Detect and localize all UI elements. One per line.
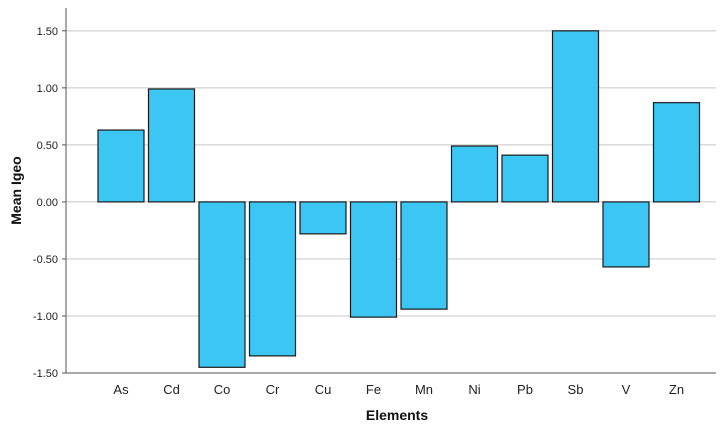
bar-zn (652, 102, 701, 203)
bar-cu (299, 201, 347, 235)
x-tick-label: Mn (415, 382, 433, 397)
bar-as (97, 129, 145, 203)
x-axis-title: Elements (366, 407, 428, 423)
x-tick-label: Zn (669, 382, 684, 397)
y-tick-label: 1.50 (37, 26, 58, 38)
bar-fe (349, 201, 398, 318)
bar-v (602, 201, 650, 268)
y-tick-labels: 1.50 1.00 0.50 0.00 -0.50 -1.00 -1.50 (33, 26, 66, 380)
y-tick-label: 1.00 (37, 83, 58, 95)
bar-ni (450, 145, 499, 203)
y-tick-label: -1.50 (33, 368, 58, 380)
y-tick-label: 0.50 (37, 140, 58, 152)
x-tick-label: As (113, 382, 129, 397)
bar-co (198, 201, 246, 368)
x-tick-label: Cr (266, 382, 280, 397)
x-tick-labels: As Cd Co Cr Cu Fe Mn Ni Pb Sb V Zn (113, 382, 684, 397)
x-tick-label: Pb (517, 382, 533, 397)
y-tick-label: -0.50 (33, 254, 58, 266)
bar-cd (147, 88, 196, 203)
x-tick-label: Sb (568, 382, 584, 397)
bar-cr (248, 201, 297, 357)
x-tick-label: Fe (366, 382, 381, 397)
bar-mn (400, 201, 448, 310)
x-tick-label: V (622, 382, 631, 397)
bar-pb (501, 154, 549, 203)
x-tick-label: Ni (468, 382, 480, 397)
x-tick-label: Cd (163, 382, 180, 397)
y-tick-label: -1.00 (33, 311, 58, 323)
bars (97, 30, 701, 368)
x-tick-label: Co (214, 382, 231, 397)
bar-sb (551, 30, 600, 203)
y-axis-title: Mean Igeo (8, 156, 24, 224)
x-tick-label: Cu (315, 382, 332, 397)
y-tick-label: 0.00 (37, 197, 58, 209)
